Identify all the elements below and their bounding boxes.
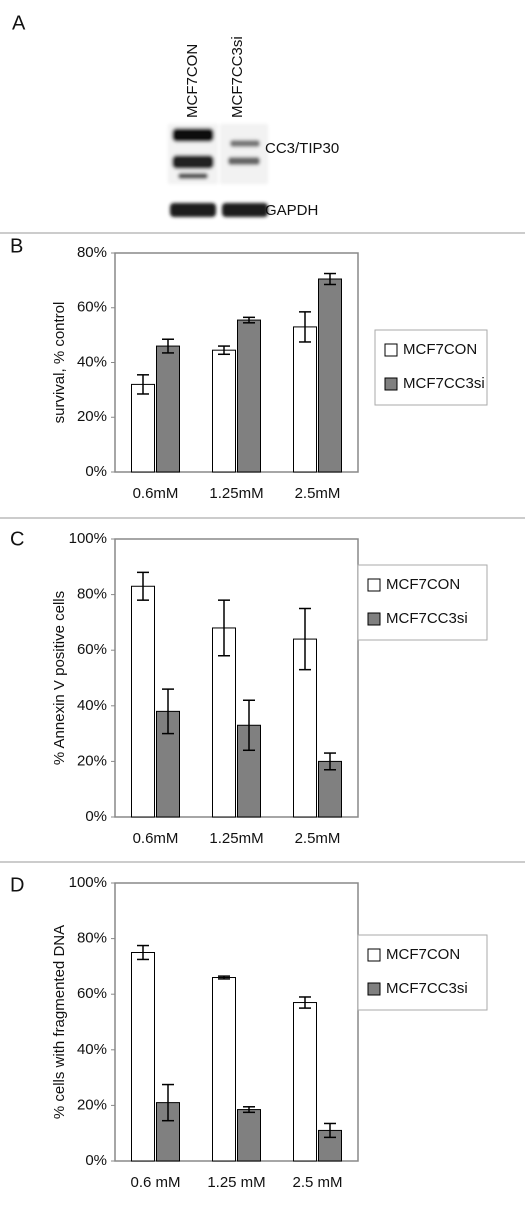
band-label: CC3/TIP30 xyxy=(265,140,339,157)
x-tick-label: 2.5mM xyxy=(295,485,341,502)
bar xyxy=(131,383,155,473)
x-tick-label: 1.25 mM xyxy=(207,1174,265,1191)
band-label: GAPDH xyxy=(265,202,318,219)
x-tick-label: 1.25mM xyxy=(209,830,263,847)
y-tick-label: 80% xyxy=(77,930,107,947)
y-tick-label: 80% xyxy=(77,244,107,261)
bar xyxy=(212,977,236,1162)
y-tick-label: 0% xyxy=(85,1152,107,1169)
y-tick-label: 20% xyxy=(77,752,107,769)
legend-label: MCF7CON xyxy=(386,576,460,593)
bar xyxy=(131,585,155,818)
blot-image xyxy=(168,124,268,217)
legend-label: MCF7CON xyxy=(403,341,477,358)
panel-letter: A xyxy=(12,12,26,34)
y-tick-label: 40% xyxy=(77,353,107,370)
legend-swatch xyxy=(367,612,381,626)
lane-label: MCF7CC3si xyxy=(229,36,246,118)
y-tick-label: 100% xyxy=(69,530,107,547)
bar xyxy=(212,349,236,473)
legend-box xyxy=(357,934,488,1011)
legend-swatch xyxy=(367,948,381,962)
y-axis-label: % Annexin V positive cells xyxy=(51,591,68,765)
bar xyxy=(318,278,342,473)
plot-area xyxy=(114,882,359,1162)
x-tick-label: 0.6 mM xyxy=(130,1174,180,1191)
x-tick-label: 2.5mM xyxy=(295,830,341,847)
legend-swatch xyxy=(384,343,398,357)
legend-label: MCF7CC3si xyxy=(386,980,468,997)
lane-label: MCF7CON xyxy=(184,44,201,118)
bar xyxy=(237,1109,261,1162)
legend-label: MCF7CON xyxy=(386,946,460,963)
y-tick-label: 40% xyxy=(77,697,107,714)
y-tick-label: 60% xyxy=(77,985,107,1002)
panel-letter: B xyxy=(10,235,23,257)
y-tick-label: 20% xyxy=(77,1096,107,1113)
y-tick-label: 60% xyxy=(77,299,107,316)
panel-letter: C xyxy=(10,528,24,550)
legend-label: MCF7CC3si xyxy=(403,375,485,392)
y-tick-label: 20% xyxy=(77,408,107,425)
legend-label: MCF7CC3si xyxy=(386,610,468,627)
legend-swatch xyxy=(384,377,398,391)
legend-box xyxy=(357,564,488,641)
y-axis-label: survival, % control xyxy=(51,302,68,424)
y-tick-label: 100% xyxy=(69,874,107,891)
bar xyxy=(156,345,180,473)
panel-letter: D xyxy=(10,874,24,896)
bar xyxy=(293,1002,317,1162)
y-tick-label: 40% xyxy=(77,1041,107,1058)
plot-area xyxy=(114,538,359,818)
y-tick-label: 80% xyxy=(77,586,107,603)
bar xyxy=(131,952,155,1162)
x-tick-label: 0.6mM xyxy=(133,830,179,847)
legend-box xyxy=(374,329,488,406)
y-tick-label: 0% xyxy=(85,463,107,480)
x-tick-label: 1.25mM xyxy=(209,485,263,502)
x-tick-label: 0.6mM xyxy=(133,485,179,502)
x-tick-label: 2.5 mM xyxy=(292,1174,342,1191)
bar xyxy=(237,319,261,473)
y-tick-label: 0% xyxy=(85,808,107,825)
legend-swatch xyxy=(367,982,381,996)
legend-swatch xyxy=(367,578,381,592)
y-tick-label: 60% xyxy=(77,641,107,658)
y-axis-label: % cells with fragmented DNA xyxy=(51,925,68,1119)
bar xyxy=(293,326,317,473)
